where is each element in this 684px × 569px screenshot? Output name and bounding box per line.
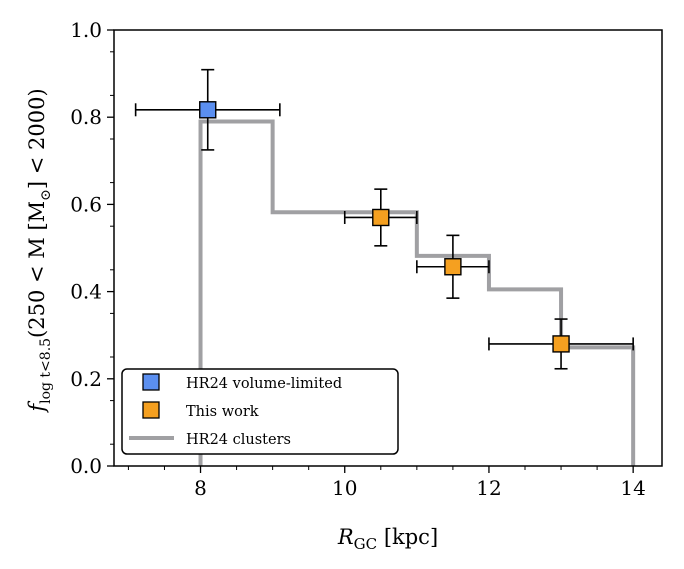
legend: HR24 volume-limited This work HR24 clust… (121, 368, 399, 455)
legend-box (121, 368, 399, 455)
marker (372, 208, 390, 227)
legend-marker-hr24-volume-limited (142, 373, 160, 391)
plot-area (134, 68, 636, 466)
x-axis-label: RGC [kpc] (337, 525, 438, 553)
data-point-this-work-2 (488, 318, 634, 370)
marker (444, 258, 462, 276)
y-axis-label: flog t<8.5(250 < M [M⊙] < 2000) (25, 88, 54, 413)
y-tick-label: 1.0 (70, 18, 102, 42)
x-tick-label: 14 (620, 476, 645, 500)
x-tick-label: 8 (194, 476, 207, 500)
legend-label-hr24-volume-limited: HR24 volume-limited (186, 376, 342, 392)
legend-label-this-work: This work (186, 404, 259, 420)
marker (199, 101, 217, 119)
legend-label-hr24-clusters: HR24 clusters (186, 432, 291, 448)
y-tick-label: 0.6 (70, 192, 102, 216)
x-tick-label: 12 (476, 476, 501, 500)
y-tick-label: 0.8 (70, 105, 102, 129)
legend-marker-this-work (142, 401, 160, 419)
x-tick-label: 10 (332, 476, 357, 500)
data-point-this-work-1 (416, 234, 490, 299)
axis-ticks: 8 10 12 14 0.0 0.2 0.4 0.6 0.8 1.0 (70, 18, 646, 500)
y-tick-label: 0.0 (70, 454, 102, 478)
data-point-this-work-0 (343, 188, 418, 247)
y-tick-label: 0.2 (70, 367, 102, 391)
plot-frame (113, 29, 663, 467)
marker (552, 335, 570, 353)
data-point-hr24-volume-limited-0 (134, 68, 281, 151)
y-tick-label: 0.4 (70, 280, 102, 304)
